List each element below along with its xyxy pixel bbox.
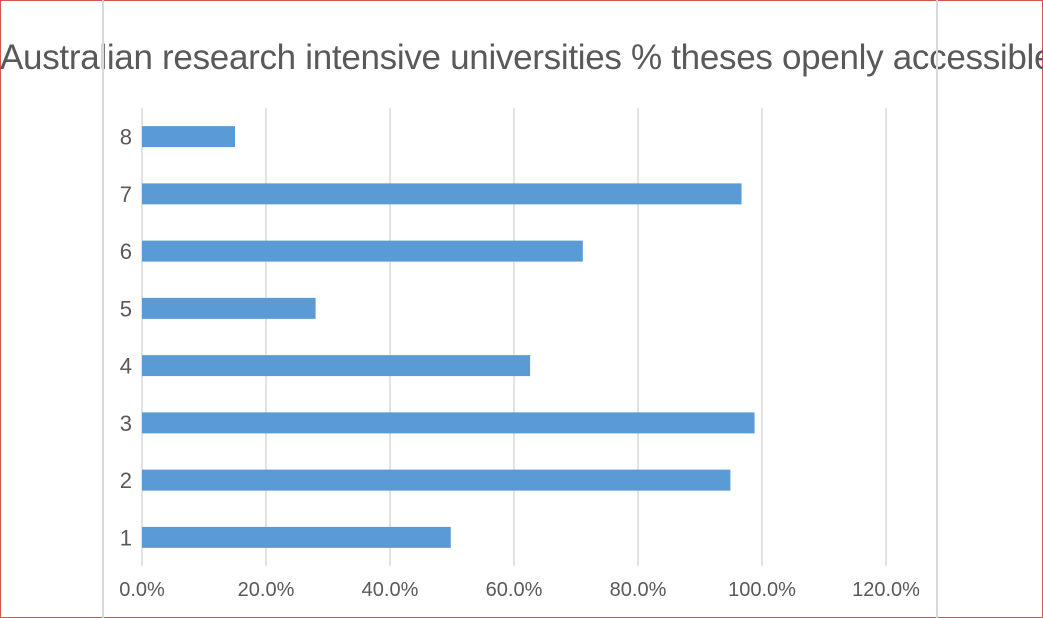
bar-8 [142, 126, 235, 148]
y-tick-label: 5 [120, 296, 132, 321]
y-tick-label: 3 [120, 411, 132, 436]
y-tick-label: 1 [120, 525, 132, 550]
x-tick-label: 120.0% [852, 579, 920, 601]
x-tick-label: 20.0% [238, 579, 295, 601]
y-tick-label: 8 [120, 125, 132, 150]
y-tick-label: 6 [120, 239, 132, 264]
y-tick-label: 7 [120, 182, 132, 207]
x-tick-label: 100.0% [728, 579, 796, 601]
x-tick-label: 60.0% [486, 579, 543, 601]
x-tick-label: 40.0% [362, 579, 419, 601]
bar-5 [142, 297, 316, 319]
bar-6 [142, 240, 583, 262]
bar-7 [142, 183, 742, 205]
y-tick-label: 2 [120, 468, 132, 493]
bar-4 [142, 355, 531, 377]
chart-title: Australian research intensive universiti… [0, 38, 1043, 77]
bar-1 [142, 526, 451, 548]
x-tick-label: 0.0% [119, 579, 165, 601]
bar-3 [142, 412, 755, 434]
x-tick-label: 80.0% [610, 579, 667, 601]
y-tick-label: 4 [120, 354, 132, 379]
bar-2 [142, 469, 731, 491]
